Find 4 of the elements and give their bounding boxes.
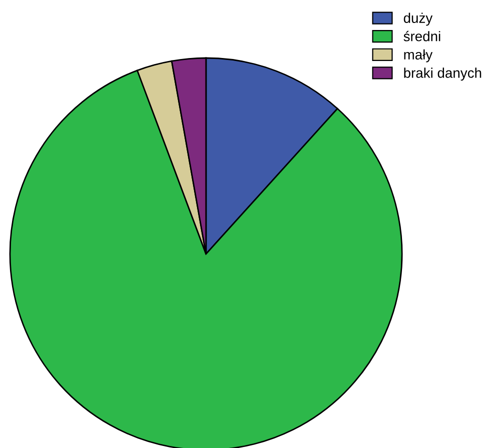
legend-label: mały [404,49,433,62]
legend-label: duży [404,12,433,26]
legend-label: średni [404,30,440,42]
legend-label: braki danych [404,68,482,81]
